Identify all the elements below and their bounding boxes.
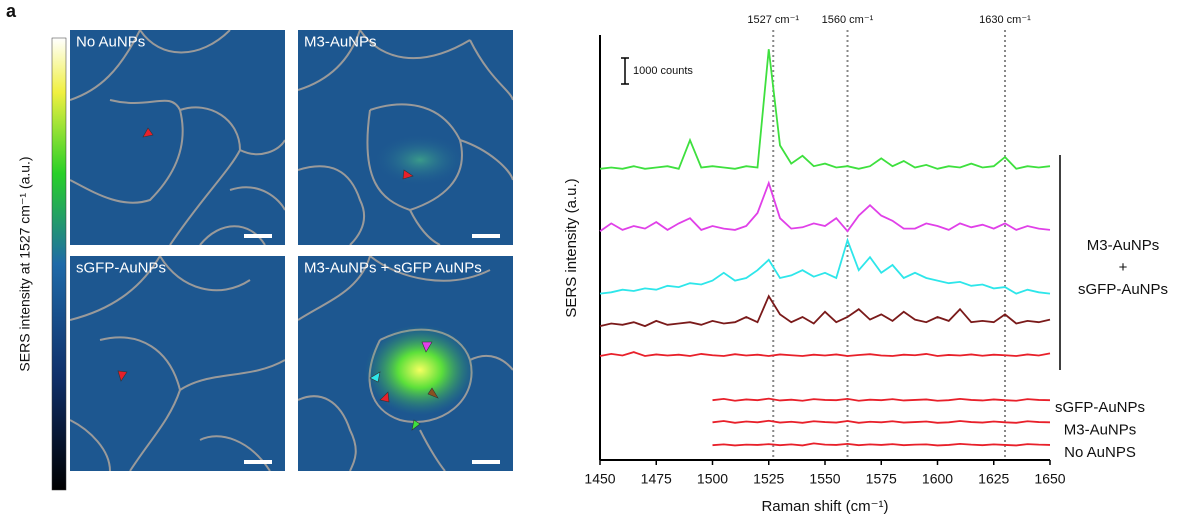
spectrum-line: [599, 351, 1051, 357]
x-tick-label: 1550: [809, 471, 840, 487]
image-panel: [70, 30, 285, 245]
annotation: 1560 cm⁻¹: [822, 14, 874, 26]
x-tick-label: 1575: [866, 471, 897, 487]
annotation: 1527 cm⁻¹: [747, 14, 799, 26]
spectrum-line: [599, 237, 1051, 295]
group-label: +: [1119, 259, 1128, 276]
scale-bar: [621, 57, 629, 85]
x-tick-label: 1500: [697, 471, 728, 487]
group-label: sGFP-AuNPs: [1078, 281, 1168, 298]
spectrum-line: [712, 442, 1051, 447]
x-tick-label: 1525: [753, 471, 784, 487]
spectrum-line: [599, 294, 1051, 328]
image-panel: [298, 256, 513, 471]
spectrum-line: [599, 180, 1051, 233]
x-tick-label: 1600: [922, 471, 953, 487]
x-tick-label: 1650: [1034, 471, 1065, 487]
panel-title: M3-AuNPs: [304, 33, 377, 50]
x-tick-label: 1625: [978, 471, 1009, 487]
legend-label: sGFP-AuNPs: [1055, 399, 1145, 416]
x-tick-label: 1450: [584, 471, 615, 487]
x-axis-label: Raman shift (cm⁻¹): [761, 498, 888, 515]
spectrum-line: [599, 49, 1051, 170]
panel-title: sGFP-AuNPs: [76, 259, 166, 276]
legend-label: No AuNPS: [1064, 444, 1136, 461]
image-panel: [70, 256, 285, 471]
group-label: M3-AuNPs: [1087, 237, 1160, 254]
x-tick-label: 1475: [641, 471, 672, 487]
colorbar: [51, 37, 67, 491]
panel-title: No AuNPs: [76, 33, 145, 50]
colorbar-label: SERS intensity at 1527 cm⁻¹ (a.u.): [17, 156, 33, 371]
scale-bar-label: 1000 counts: [633, 65, 693, 77]
spectrum-line: [712, 419, 1051, 424]
y-axis-label: SERS intensity (a.u.): [563, 178, 580, 317]
panel-title: M3-AuNPs + sGFP AuNPs: [304, 259, 482, 276]
panel-label: a: [6, 1, 17, 21]
legend-label: M3-AuNPs: [1064, 421, 1137, 438]
spectrum-line: [712, 397, 1051, 402]
image-panel: [298, 30, 513, 245]
annotation: 1630 cm⁻¹: [979, 14, 1031, 26]
